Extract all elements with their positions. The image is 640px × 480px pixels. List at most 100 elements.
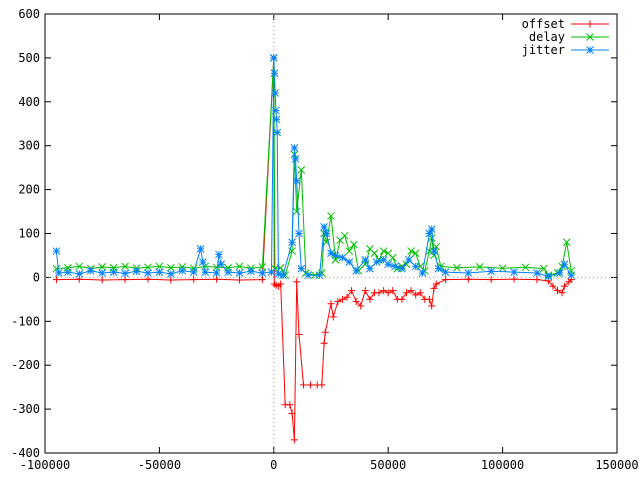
data-point-delay [155, 262, 164, 271]
data-point-offset [167, 276, 175, 284]
data-point-offset [327, 300, 335, 308]
data-point-jitter [544, 272, 553, 281]
data-point-offset [343, 293, 351, 301]
data-point-jitter [64, 268, 72, 276]
data-point-jitter [441, 268, 450, 276]
data-point-jitter [338, 253, 347, 262]
data-point-offset [432, 280, 440, 288]
data-point-offset [293, 278, 301, 286]
data-point-delay [144, 263, 152, 272]
data-point-offset [441, 276, 449, 284]
data-point-jitter [427, 225, 436, 233]
legend-item-jitter: jitter [522, 43, 609, 57]
data-point-offset [398, 295, 406, 303]
data-point-jitter [224, 268, 232, 276]
data-point-delay [98, 263, 107, 271]
data-point-delay [121, 262, 129, 271]
legend-label: offset [522, 17, 565, 31]
data-point-jitter [315, 271, 324, 280]
data-point-offset [380, 287, 388, 295]
data-point-offset [425, 295, 433, 303]
data-point-delay [166, 263, 175, 272]
data-point-delay [475, 263, 484, 271]
data-point-jitter [144, 269, 152, 277]
data-point-offset [321, 328, 329, 336]
data-point-jitter [366, 264, 374, 273]
data-point-offset [549, 282, 557, 290]
data-point-delay [539, 264, 548, 273]
data-point-delay [75, 262, 84, 271]
x-tick-label: -100000 [20, 458, 71, 472]
y-tick-label: 400 [18, 95, 40, 109]
data-point-delay [345, 247, 354, 255]
legend-label: delay [529, 30, 565, 44]
data-point-offset [290, 436, 298, 444]
data-point-jitter [345, 258, 354, 266]
data-point-offset [329, 313, 337, 321]
data-point-jitter [411, 262, 420, 271]
data-point-offset [258, 276, 266, 284]
data-point-jitter [320, 223, 328, 231]
data-point-jitter [235, 269, 244, 277]
data-point-offset [352, 298, 360, 306]
data-point-delay [350, 240, 358, 249]
data-point-offset [286, 401, 294, 409]
data-point-delay [498, 264, 507, 273]
data-point-offset [416, 289, 424, 297]
data-point-delay [411, 249, 420, 258]
data-point-jitter [132, 267, 141, 276]
data-point-jitter [560, 260, 569, 269]
data-point-jitter [215, 250, 223, 259]
series-line-delay [56, 57, 572, 277]
legend-marker [586, 33, 594, 41]
data-point-jitter [109, 268, 118, 276]
data-point-offset [464, 275, 472, 283]
y-tick-label: 600 [18, 7, 40, 21]
data-point-offset [300, 381, 308, 389]
data-point-delay [562, 238, 571, 247]
data-point-delay [327, 212, 335, 220]
data-point-offset [52, 276, 60, 284]
series-offset [52, 54, 575, 444]
data-point-offset [533, 276, 541, 284]
data-point-offset [270, 280, 278, 288]
data-point-offset [558, 289, 566, 297]
data-point-jitter [273, 128, 282, 137]
data-point-jitter [464, 269, 473, 277]
data-point-jitter [199, 258, 207, 266]
data-point-offset [430, 284, 438, 292]
data-point-offset [428, 302, 436, 310]
data-point-jitter [567, 271, 576, 280]
data-point-delay [379, 247, 388, 255]
data-point-jitter [189, 268, 198, 276]
data-point-offset [375, 289, 383, 297]
data-point-offset [318, 381, 326, 389]
data-point-jitter [196, 245, 205, 253]
data-point-jitter [52, 247, 61, 255]
data-point-jitter [75, 270, 84, 278]
y-tick-label: 0 [33, 270, 40, 284]
data-point-delay [212, 263, 221, 272]
data-point-offset [295, 330, 303, 338]
data-point-jitter [288, 238, 296, 247]
data-point-offset [306, 381, 314, 389]
data-point-jitter [269, 54, 278, 62]
data-point-delay [235, 262, 244, 271]
data-point-jitter [290, 144, 299, 152]
series-delay [52, 54, 576, 280]
data-point-delay [407, 247, 415, 255]
x-tick-label: 150000 [595, 458, 638, 472]
data-point-jitter [247, 267, 255, 276]
data-point-offset [277, 280, 285, 288]
data-point-offset [361, 287, 369, 295]
data-point-delay [292, 207, 301, 216]
x-tick-label: 50000 [370, 458, 406, 472]
data-point-delay [178, 263, 187, 271]
data-point-jitter [267, 268, 276, 276]
y-tick-label: 300 [18, 139, 40, 153]
data-point-jitter [295, 229, 303, 238]
data-point-offset [403, 289, 411, 297]
data-point-offset [144, 275, 152, 283]
